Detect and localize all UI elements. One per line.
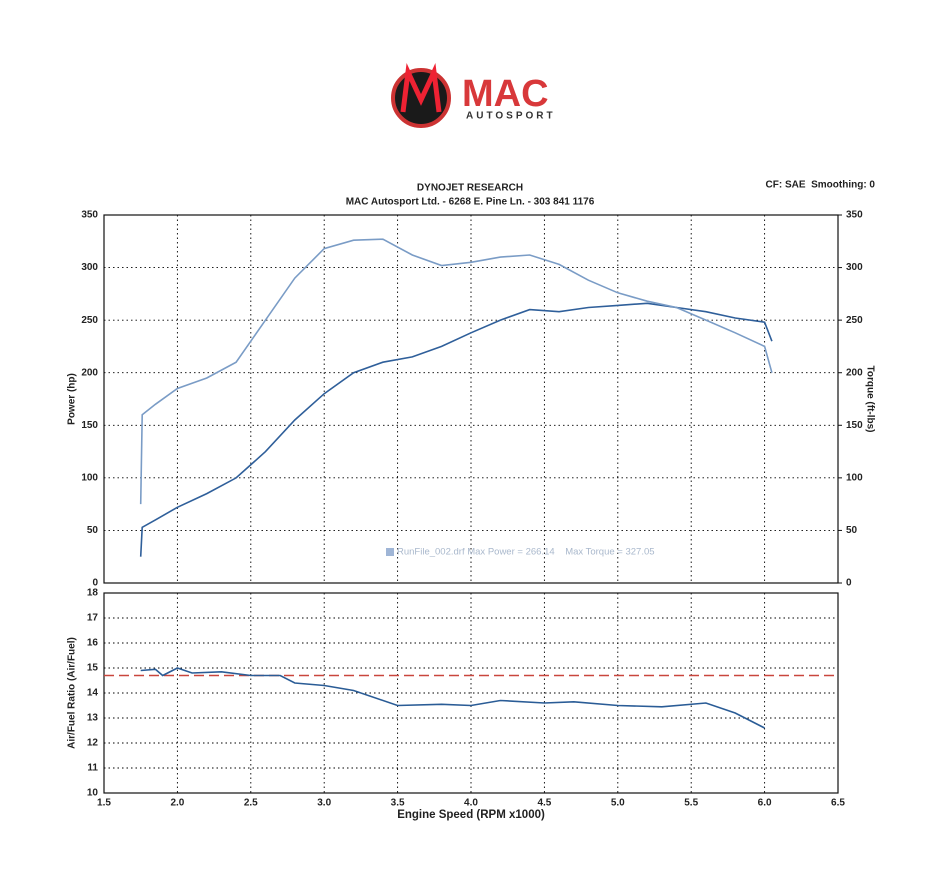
logo-tagline: AUTOSPORT xyxy=(466,111,556,122)
y-tick-label: 100 xyxy=(81,472,98,483)
plot-frame xyxy=(103,214,839,584)
y-tick-label: 0 xyxy=(92,578,98,589)
logo: MAC AUTOSPORT xyxy=(391,63,556,128)
logo-text: MAC xyxy=(462,73,549,115)
data-line xyxy=(140,667,765,729)
y2-tick-label: 350 xyxy=(846,210,863,221)
logo-m xyxy=(400,63,442,113)
y-tick-label: 16 xyxy=(87,638,99,649)
y2-tick-label: 200 xyxy=(846,367,863,378)
y-tick-label: 12 xyxy=(87,738,99,749)
x-axis-label: Engine Speed (RPM x1000) xyxy=(397,809,545,821)
y-tick-label: 14 xyxy=(87,688,99,699)
y-tick-label: 150 xyxy=(81,420,98,431)
y2-tick-label: 150 xyxy=(846,420,863,431)
x-tick-label: 2.5 xyxy=(244,798,258,809)
annotation: RunFile_002.drf Max Power = 266.14 Max T… xyxy=(397,547,655,558)
y-tick-label: 200 xyxy=(81,367,98,378)
data-line xyxy=(139,238,773,505)
subtitle: MAC Autosport Ltd. - 6268 E. Pine Ln. - … xyxy=(346,197,595,208)
y-tick-label: 50 xyxy=(87,525,99,536)
x-tick-label: 5.5 xyxy=(684,798,698,809)
plot-frame xyxy=(103,592,839,794)
y2-tick-label: 250 xyxy=(846,315,863,326)
y2-tick-label: 300 xyxy=(846,262,863,273)
y-tick-label: 15 xyxy=(87,663,99,674)
x-tick-label: 1.5 xyxy=(97,798,111,809)
y-tick-label: 10 xyxy=(87,788,99,799)
x-tick-label: 6.0 xyxy=(758,798,772,809)
y2-tick-label: 100 xyxy=(846,472,863,483)
x-tick-label: 4.5 xyxy=(537,798,551,809)
y-tick-label: 11 xyxy=(87,763,98,774)
settings: CF: SAE Smoothing: 0 xyxy=(766,180,876,191)
x-tick-label: 3.0 xyxy=(317,798,331,809)
x-tick-label: 3.5 xyxy=(391,798,405,809)
y-axis-label: Air/Fuel Ratio (Air/Fuel) xyxy=(67,637,78,749)
y-tick-label: 250 xyxy=(81,315,98,326)
y-tick-label: 18 xyxy=(87,588,99,599)
y-tick-label: 17 xyxy=(87,613,99,624)
x-tick-label: 6.5 xyxy=(831,798,845,809)
y2-axis-label: Torque (ft-lbs) xyxy=(864,365,875,432)
y-tick-label: 13 xyxy=(87,713,99,724)
y-tick-label: 350 xyxy=(81,210,98,221)
y2-tick-label: 0 xyxy=(846,578,852,589)
annotation-swatch xyxy=(386,548,394,556)
y2-tick-label: 50 xyxy=(846,525,858,536)
y-tick-label: 300 xyxy=(81,262,98,273)
x-tick-label: 2.0 xyxy=(170,798,184,809)
x-tick-label: 4.0 xyxy=(464,798,478,809)
title: DYNOJET RESEARCH xyxy=(417,183,523,194)
x-tick-label: 5.0 xyxy=(611,798,625,809)
y-axis-label: Power (hp) xyxy=(67,373,78,425)
